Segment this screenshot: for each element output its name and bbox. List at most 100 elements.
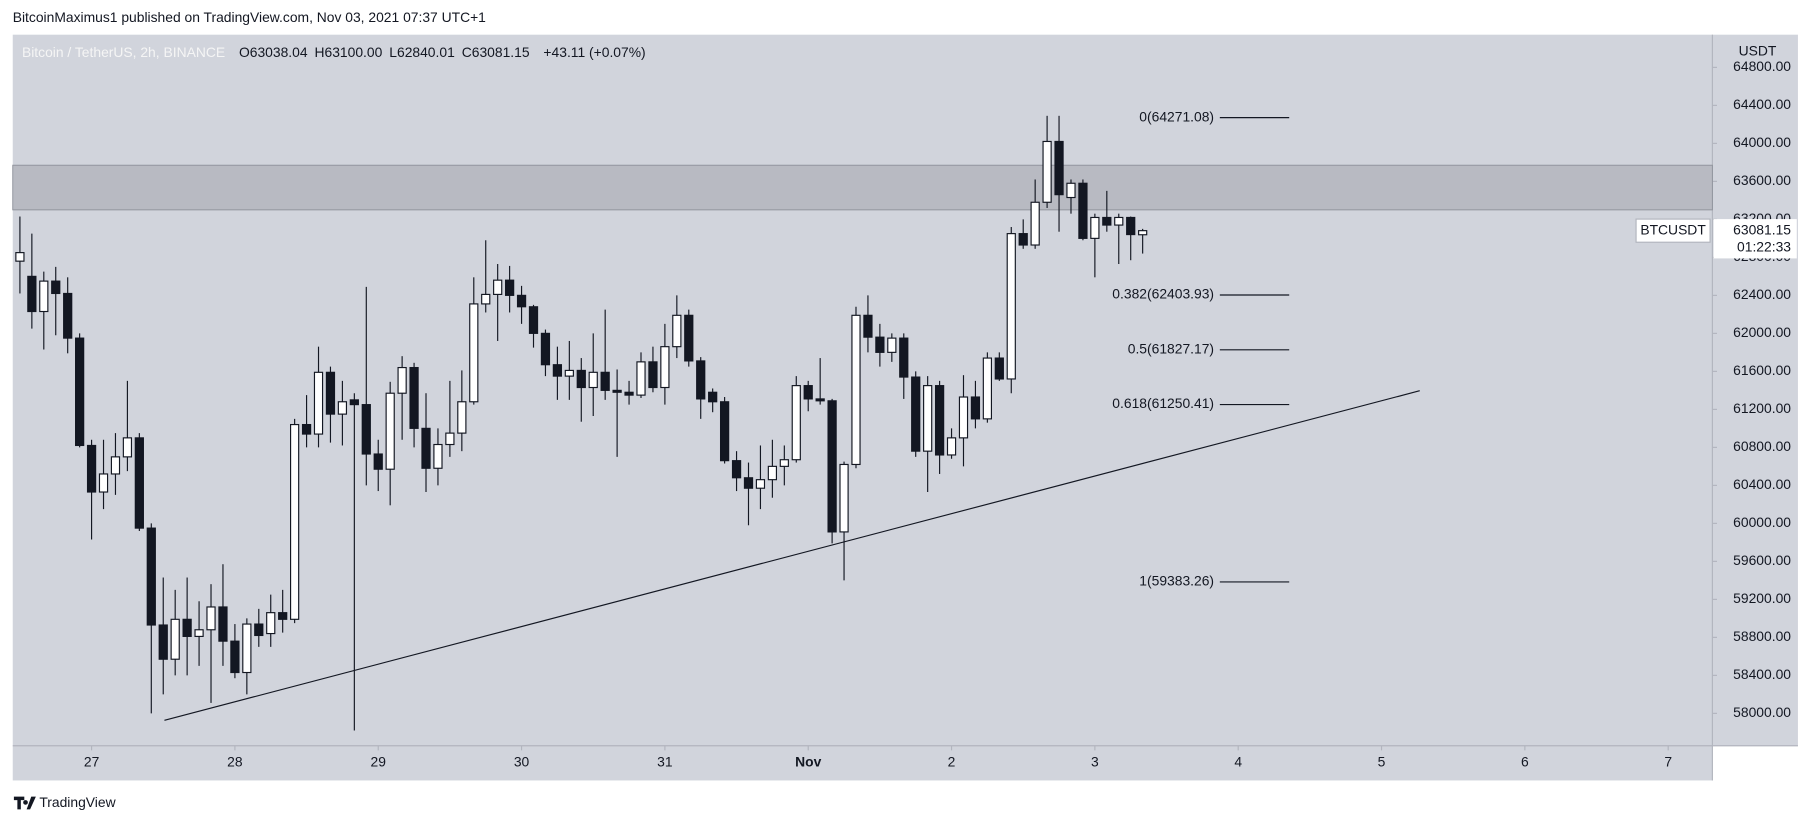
y-tick-label: 63600.00 bbox=[1733, 172, 1791, 188]
candle-body bbox=[325, 371, 336, 415]
footer: TradingView bbox=[39, 794, 116, 810]
candle-body bbox=[767, 465, 778, 481]
candle-body bbox=[911, 376, 921, 452]
candle-body bbox=[349, 399, 359, 406]
candle-body bbox=[301, 423, 312, 435]
candle-body bbox=[218, 606, 228, 642]
price-tag-label: 63081.15 bbox=[1733, 221, 1791, 237]
candle-body bbox=[696, 360, 706, 400]
candle-body bbox=[612, 389, 622, 393]
x-tick-label: 29 bbox=[371, 754, 387, 770]
x-tick-label: 28 bbox=[227, 754, 243, 770]
candle-body bbox=[719, 401, 730, 462]
candle-body bbox=[1066, 182, 1076, 199]
candle-body bbox=[194, 629, 204, 637]
legend-low: 62840.01 bbox=[397, 44, 455, 60]
candle-body bbox=[994, 357, 1004, 380]
candle-body bbox=[337, 401, 348, 415]
candle-body bbox=[516, 294, 527, 308]
candle-body bbox=[755, 479, 766, 489]
candle-body bbox=[457, 401, 467, 434]
legend-high: 63100.00 bbox=[325, 44, 383, 60]
candle-body bbox=[827, 400, 837, 533]
legend-open: 63038.04 bbox=[250, 44, 308, 60]
y-tick-label: 62400.00 bbox=[1733, 286, 1791, 302]
x-axis-background bbox=[12, 745, 1713, 781]
candle-body bbox=[51, 280, 61, 295]
candle-body bbox=[373, 453, 383, 470]
candle-body bbox=[1114, 216, 1124, 226]
candle-body bbox=[528, 306, 539, 334]
candle-body bbox=[409, 366, 419, 429]
candle-body bbox=[970, 396, 981, 420]
candle-body bbox=[1054, 140, 1064, 196]
candle-body bbox=[839, 463, 849, 533]
candle-body bbox=[648, 361, 658, 389]
y-axis-title: USDT bbox=[1739, 43, 1777, 59]
x-tick-label: 6 bbox=[1521, 754, 1529, 770]
legend-l-label: L bbox=[389, 44, 397, 60]
y-tick-label: 60800.00 bbox=[1733, 438, 1791, 454]
candle-body bbox=[122, 437, 133, 458]
candle-body bbox=[1030, 201, 1040, 246]
candle-body bbox=[1006, 233, 1016, 380]
candle-body bbox=[110, 456, 121, 475]
candle-body bbox=[445, 432, 455, 446]
y-tick-label: 61200.00 bbox=[1733, 400, 1791, 416]
candle-body bbox=[421, 427, 431, 469]
candle-body bbox=[934, 385, 945, 456]
candle-body bbox=[708, 391, 718, 403]
candle-body bbox=[206, 606, 216, 631]
candle-body bbox=[313, 371, 324, 435]
fib-label: 0.5(61827.17) bbox=[1128, 340, 1214, 356]
candle-body bbox=[86, 444, 97, 493]
legend-change: +43.11 (+0.07%) bbox=[543, 44, 645, 60]
candle-body bbox=[731, 460, 742, 479]
fib-label: 0(64271.08) bbox=[1139, 108, 1214, 124]
candle-body bbox=[875, 336, 885, 353]
y-tick-label: 58400.00 bbox=[1733, 666, 1791, 682]
candle-body bbox=[1138, 230, 1148, 236]
candle-body bbox=[266, 612, 276, 635]
x-tick-label: 30 bbox=[514, 754, 530, 770]
candle-body bbox=[75, 337, 85, 447]
y-tick-label: 64000.00 bbox=[1733, 134, 1791, 150]
candle-body bbox=[923, 385, 933, 452]
y-tick-label: 64800.00 bbox=[1733, 58, 1791, 74]
x-tick-label: 2 bbox=[948, 754, 956, 770]
candle-body bbox=[493, 279, 503, 295]
y-axis-background bbox=[1712, 34, 1798, 746]
candle-body bbox=[158, 624, 168, 660]
candle-body bbox=[278, 612, 288, 620]
candle-body bbox=[397, 366, 407, 394]
candle-body bbox=[134, 437, 144, 529]
candle-body bbox=[899, 337, 909, 378]
legend-symbol: Bitcoin / TetherUS, 2h, BINANCE bbox=[22, 44, 225, 60]
candle-body bbox=[672, 314, 682, 348]
candle-body bbox=[481, 293, 491, 305]
plot-background bbox=[12, 34, 1713, 746]
candle-body bbox=[958, 396, 969, 439]
candle-body bbox=[290, 423, 300, 620]
candle-body bbox=[743, 477, 754, 489]
candle-body bbox=[1078, 182, 1088, 239]
y-tick-label: 60400.00 bbox=[1733, 476, 1791, 492]
y-tick-label: 61600.00 bbox=[1733, 362, 1791, 378]
candle-body bbox=[803, 385, 813, 400]
candle-body bbox=[624, 391, 634, 396]
fib-label: 1(59383.26) bbox=[1139, 573, 1214, 589]
candle-body bbox=[170, 618, 180, 660]
candle-body bbox=[27, 275, 37, 313]
fib-label: 0.382(62403.93) bbox=[1112, 286, 1214, 302]
symbol-tag-label: BTCUSDT bbox=[1640, 221, 1706, 237]
candle-body bbox=[433, 443, 443, 469]
candle-body bbox=[684, 314, 694, 362]
y-tick-label: 59600.00 bbox=[1733, 552, 1791, 568]
candle-body bbox=[98, 473, 109, 493]
x-tick-label: 5 bbox=[1378, 754, 1386, 770]
candle-body bbox=[254, 623, 264, 637]
y-tick-label: 58000.00 bbox=[1733, 704, 1791, 720]
x-tick-label: 31 bbox=[657, 754, 673, 770]
